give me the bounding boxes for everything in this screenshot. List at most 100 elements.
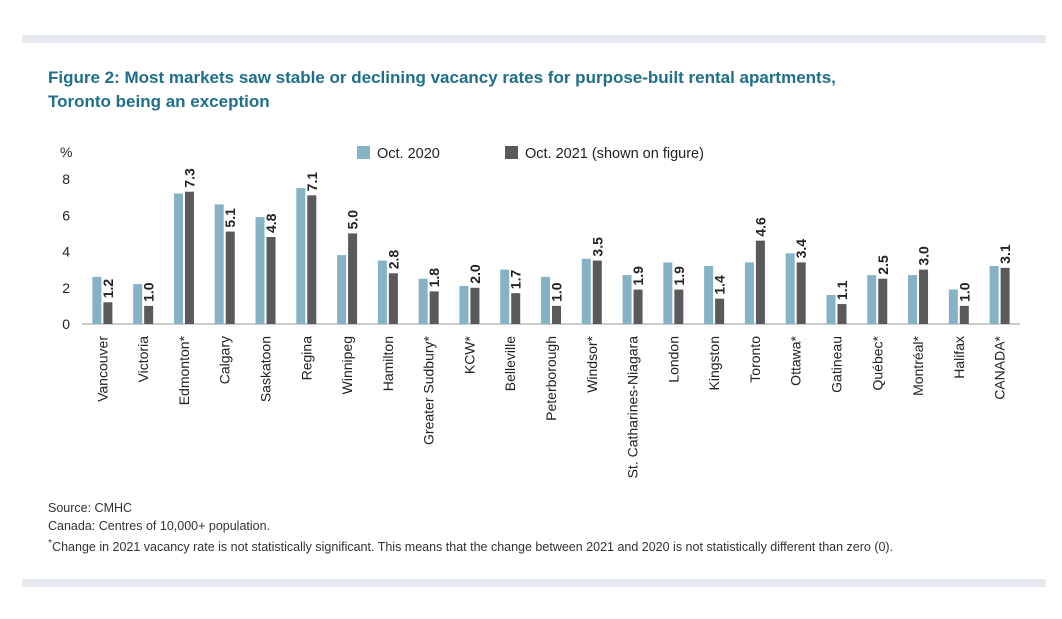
- figure-title: Figure 2: Most markets saw stable or dec…: [48, 66, 1008, 114]
- data-label-oct-2021: 4.6: [752, 217, 768, 237]
- data-label-oct-2021: 2.8: [385, 250, 401, 270]
- bar-oct-2020: [908, 275, 918, 324]
- bar-oct-2021: [388, 273, 398, 324]
- bar-oct-2020: [133, 284, 143, 324]
- bar-oct-2020: [622, 275, 632, 324]
- bar-oct-2021: [674, 289, 684, 324]
- category-label: London: [665, 336, 681, 383]
- y-axis-label: %: [60, 144, 72, 160]
- bar-oct-2020: [744, 262, 754, 324]
- data-label-oct-2021: 3.4: [793, 239, 809, 259]
- significance-marker: *: [48, 538, 53, 549]
- bar-oct-2021: [755, 240, 765, 324]
- bar-oct-2020: [255, 217, 265, 324]
- category-label: Ottawa*: [788, 335, 804, 385]
- bar-oct-2021: [552, 305, 561, 324]
- source-note: Source: CMHC: [48, 501, 133, 515]
- bar-oct-2021: [184, 191, 194, 324]
- data-label-oct-2021: 1.8: [426, 268, 442, 288]
- bar-oct-2020: [541, 276, 550, 324]
- legend-swatch-oct-2021: [505, 146, 518, 159]
- significance-note: *Change in 2021 vacancy rate is not stat…: [48, 535, 1038, 557]
- legend-label-oct-2021: Oct. 2021 (shown on figure): [525, 146, 704, 162]
- bar-oct-2020: [704, 266, 714, 324]
- data-label-oct-2021: 5.1: [222, 208, 238, 228]
- category-label: Vancouver: [94, 336, 110, 402]
- y-tick-label: 0: [62, 316, 70, 332]
- data-label-oct-2021: 1.0: [549, 282, 565, 302]
- bar-oct-2021: [103, 302, 113, 324]
- data-label-oct-2021: 4.8: [263, 213, 279, 233]
- data-label-oct-2021: 1.7: [508, 270, 524, 290]
- data-label-oct-2021: 1.2: [100, 279, 116, 299]
- significance-text: Change in 2021 vacancy rate is not stati…: [52, 540, 894, 555]
- bar-oct-2021: [470, 287, 480, 324]
- category-label: Gatineau: [828, 336, 844, 393]
- bar-oct-2021: [307, 195, 317, 324]
- bar-oct-2020: [337, 255, 347, 324]
- bar-oct-2021: [592, 260, 602, 324]
- category-label: Hamilton: [380, 336, 396, 391]
- category-label: Regina: [298, 336, 314, 381]
- data-label-oct-2021: 2.0: [467, 264, 483, 284]
- category-label: Winnipeg: [339, 336, 355, 394]
- bar-oct-2021: [796, 262, 806, 324]
- category-label: Greater Sudbury*: [421, 335, 437, 444]
- bar-oct-2021: [348, 233, 358, 324]
- bar-oct-2021: [144, 305, 154, 324]
- category-label: Calgary: [217, 336, 233, 384]
- bar-oct-2020: [948, 289, 958, 324]
- data-label-oct-2021: 7.3: [181, 168, 197, 188]
- data-label-oct-2021: 1.0: [141, 282, 157, 302]
- y-tick-label: 4: [62, 244, 70, 260]
- legend-label-oct-2020: Oct. 2020: [377, 146, 440, 162]
- bar-oct-2020: [418, 278, 428, 324]
- legend-swatch-oct-2020: [357, 146, 370, 159]
- bar-oct-2020: [500, 269, 510, 324]
- data-label-oct-2021: 1.9: [630, 266, 646, 286]
- bar-oct-2021: [837, 304, 847, 324]
- y-tick-label: 2: [62, 280, 70, 296]
- bar-oct-2020: [214, 204, 224, 324]
- category-label: Montréal*: [910, 335, 926, 395]
- bar-oct-2021: [511, 293, 521, 324]
- data-label-oct-2021: 1.1: [834, 280, 850, 300]
- bar-oct-2021: [715, 298, 725, 324]
- category-label: Edmonton*: [176, 335, 192, 405]
- y-tick-label: 8: [62, 171, 70, 187]
- category-label: Windsor*: [584, 335, 600, 392]
- bar-oct-2021: [959, 305, 969, 324]
- bar-oct-2021: [429, 291, 439, 324]
- data-label-oct-2021: 2.5: [875, 255, 891, 275]
- figure-title-line-1: Figure 2: Most markets saw stable or dec…: [48, 68, 836, 87]
- bar-oct-2020: [296, 188, 306, 324]
- category-label: St. Catharines-Niagara: [625, 336, 641, 479]
- canada-note: Canada: Centres of 10,000+ population.: [48, 518, 271, 533]
- bar-oct-2020: [989, 266, 999, 324]
- bar-oct-2020: [785, 253, 795, 324]
- category-label: CANADA*: [992, 335, 1008, 399]
- figure-title-line-2: Toronto being an exception: [48, 92, 270, 111]
- category-label: Kingston: [706, 336, 722, 390]
- bar-oct-2020: [92, 276, 102, 324]
- category-label: Victoria: [135, 336, 151, 383]
- bar-oct-2021: [1000, 267, 1010, 324]
- category-label: Halifax: [951, 336, 967, 379]
- footnotes: Source: CMHC Canada: Centres of 10,000+ …: [48, 500, 1038, 557]
- bar-oct-2020: [581, 258, 591, 324]
- category-label: Québec*: [869, 335, 885, 390]
- bar-oct-2021: [919, 269, 929, 324]
- category-label: Peterborough: [543, 336, 559, 421]
- category-label: Belleville: [502, 336, 518, 391]
- bottom-divider: [22, 579, 1046, 587]
- data-label-oct-2021: 5.0: [345, 210, 361, 230]
- bar-oct-2021: [266, 237, 276, 324]
- category-label: Toronto: [747, 336, 763, 383]
- y-tick-label: 6: [62, 207, 70, 223]
- data-label-oct-2021: 1.9: [671, 266, 687, 286]
- data-label-oct-2021: 1.4: [712, 275, 728, 295]
- bar-oct-2020: [663, 262, 673, 324]
- bar-oct-2021: [633, 289, 643, 324]
- bar-oct-2020: [867, 275, 877, 324]
